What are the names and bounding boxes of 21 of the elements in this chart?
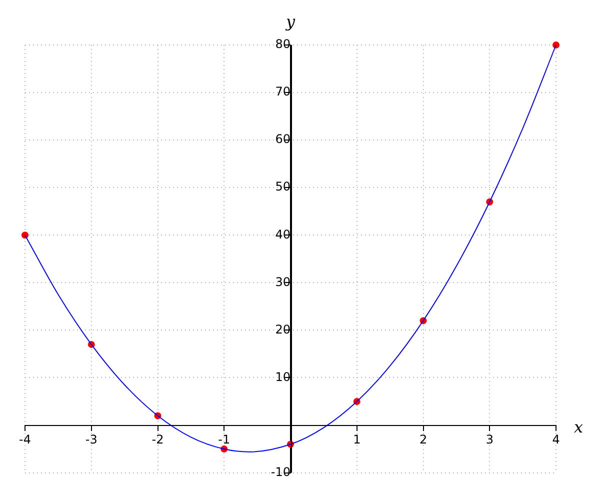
point <box>22 232 28 239</box>
x-tick-label: 3 <box>486 432 494 447</box>
y-tick-label: 70 <box>275 84 290 99</box>
x-tick-label: 2 <box>419 432 428 447</box>
y-tick-label: 20 <box>275 322 290 336</box>
x-tick-label: -3 <box>85 432 98 447</box>
y-tick-label: -10 <box>270 464 290 479</box>
point <box>552 42 560 48</box>
y-tick-label: 10 <box>275 370 290 384</box>
y-tick-label: 80 <box>275 37 290 52</box>
x-tick-label: -2 <box>152 432 164 447</box>
y-tick-label: 30 <box>275 274 290 289</box>
y-tick-label: 60 <box>275 132 290 146</box>
x-axis-title: x <box>574 417 584 436</box>
x-tick-label: -4 <box>19 432 31 447</box>
x-tick-label: -1 <box>218 432 230 447</box>
x-tick-label: 1 <box>353 432 361 447</box>
y-tick-label: 40 <box>275 227 290 242</box>
x-tick-label: 4 <box>552 432 560 447</box>
y-tick-label: 50 <box>275 180 290 194</box>
y-axis-title: y <box>284 12 296 32</box>
